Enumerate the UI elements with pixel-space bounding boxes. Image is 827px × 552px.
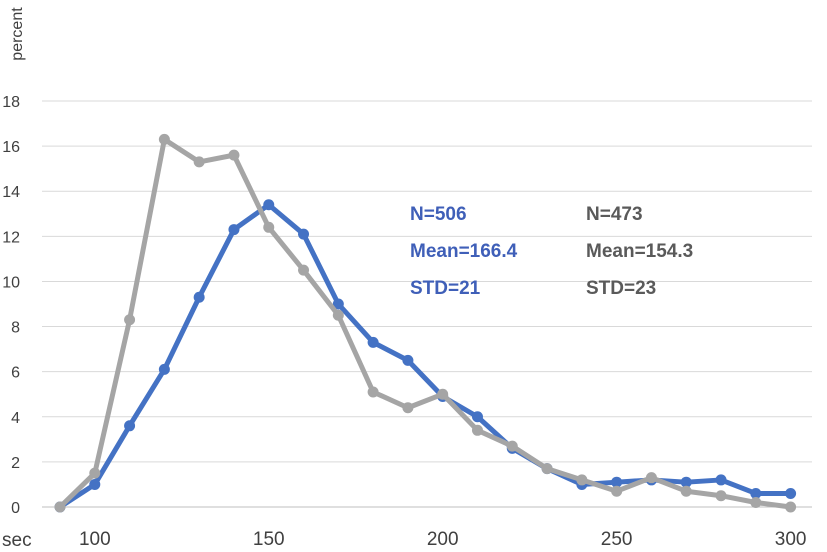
series-1-point-90 [54, 501, 66, 513]
y-tick-label-2: 2 [11, 455, 20, 472]
series-1-point-230 [541, 463, 553, 475]
series-1-point-100 [89, 467, 101, 479]
series-1-point-120 [158, 133, 170, 145]
blue-n-label: N=506 [410, 204, 467, 225]
y-tick-label-18: 18 [2, 94, 20, 111]
y-axis-label: percent [9, 7, 26, 61]
series-1-point-240 [576, 474, 588, 486]
series-0-point-170 [332, 298, 344, 310]
series-1-point-290 [750, 496, 762, 508]
series-1-point-130 [193, 156, 205, 168]
y-tick-label-14: 14 [2, 184, 20, 201]
series-0-point-210 [471, 411, 483, 423]
blue-series-annotation: N=506 Mean=166.4 STD=21 [410, 196, 517, 307]
series-1-point-200 [437, 388, 449, 400]
y-tick-label-4: 4 [11, 410, 20, 427]
series-1-point-160 [298, 264, 310, 276]
x-tick-label-200: 200 [427, 529, 459, 550]
series-1-point-280 [715, 490, 727, 502]
series-0-point-130 [193, 291, 205, 303]
gray-std-label: STD=23 [586, 278, 657, 299]
x-tick-label-100: 100 [79, 529, 111, 550]
x-tick-label-250: 250 [601, 529, 633, 550]
series-0-point-190 [402, 354, 414, 366]
series-0-point-290 [750, 487, 762, 499]
series-line-0 [57, 202, 794, 510]
x-tick-label-150: 150 [253, 529, 285, 550]
series-1-point-210 [471, 424, 483, 436]
gray-n-label: N=473 [586, 204, 643, 225]
series-1-point-270 [680, 485, 692, 497]
series-0-point-100 [89, 478, 101, 490]
gray-series-annotation: N=473 Mean=154.3 STD=23 [586, 196, 693, 307]
y-tick-label-10: 10 [2, 274, 20, 291]
series-line-1 [57, 136, 794, 510]
series-1-point-110 [124, 314, 136, 326]
series-1-point-180 [367, 386, 379, 398]
series-0-point-270 [680, 476, 692, 488]
series-0-point-150 [263, 199, 275, 211]
series-0-point-160 [298, 228, 310, 240]
series-1-point-170 [332, 309, 344, 321]
y-tick-label-8: 8 [11, 320, 20, 337]
series-0-point-250 [611, 476, 623, 488]
series-1-point-190 [402, 402, 414, 414]
series-1-point-220 [506, 440, 518, 452]
series-1-point-150 [263, 221, 275, 233]
x-axis-label: sec [2, 530, 32, 551]
series-1-point-140 [228, 149, 240, 161]
y-tick-label-12: 12 [2, 229, 20, 246]
series-0-point-140 [228, 224, 240, 236]
y-tick-label-0: 0 [11, 500, 20, 517]
series-0-point-280 [715, 474, 727, 486]
blue-mean-label: Mean=166.4 [410, 241, 518, 262]
y-tick-label-16: 16 [2, 139, 20, 156]
series-1-point-300 [785, 501, 797, 513]
gray-mean-label: Mean=154.3 [586, 241, 694, 262]
series-0-point-180 [367, 336, 379, 348]
series-0-point-120 [158, 363, 170, 375]
blue-std-label: STD=21 [410, 278, 481, 299]
y-tick-label-6: 6 [11, 365, 20, 382]
series-1-point-250 [611, 485, 623, 497]
x-tick-label-300: 300 [775, 529, 807, 550]
series-0-point-300 [785, 487, 797, 499]
series-0-point-110 [124, 420, 136, 432]
series-1-point-260 [645, 472, 657, 484]
